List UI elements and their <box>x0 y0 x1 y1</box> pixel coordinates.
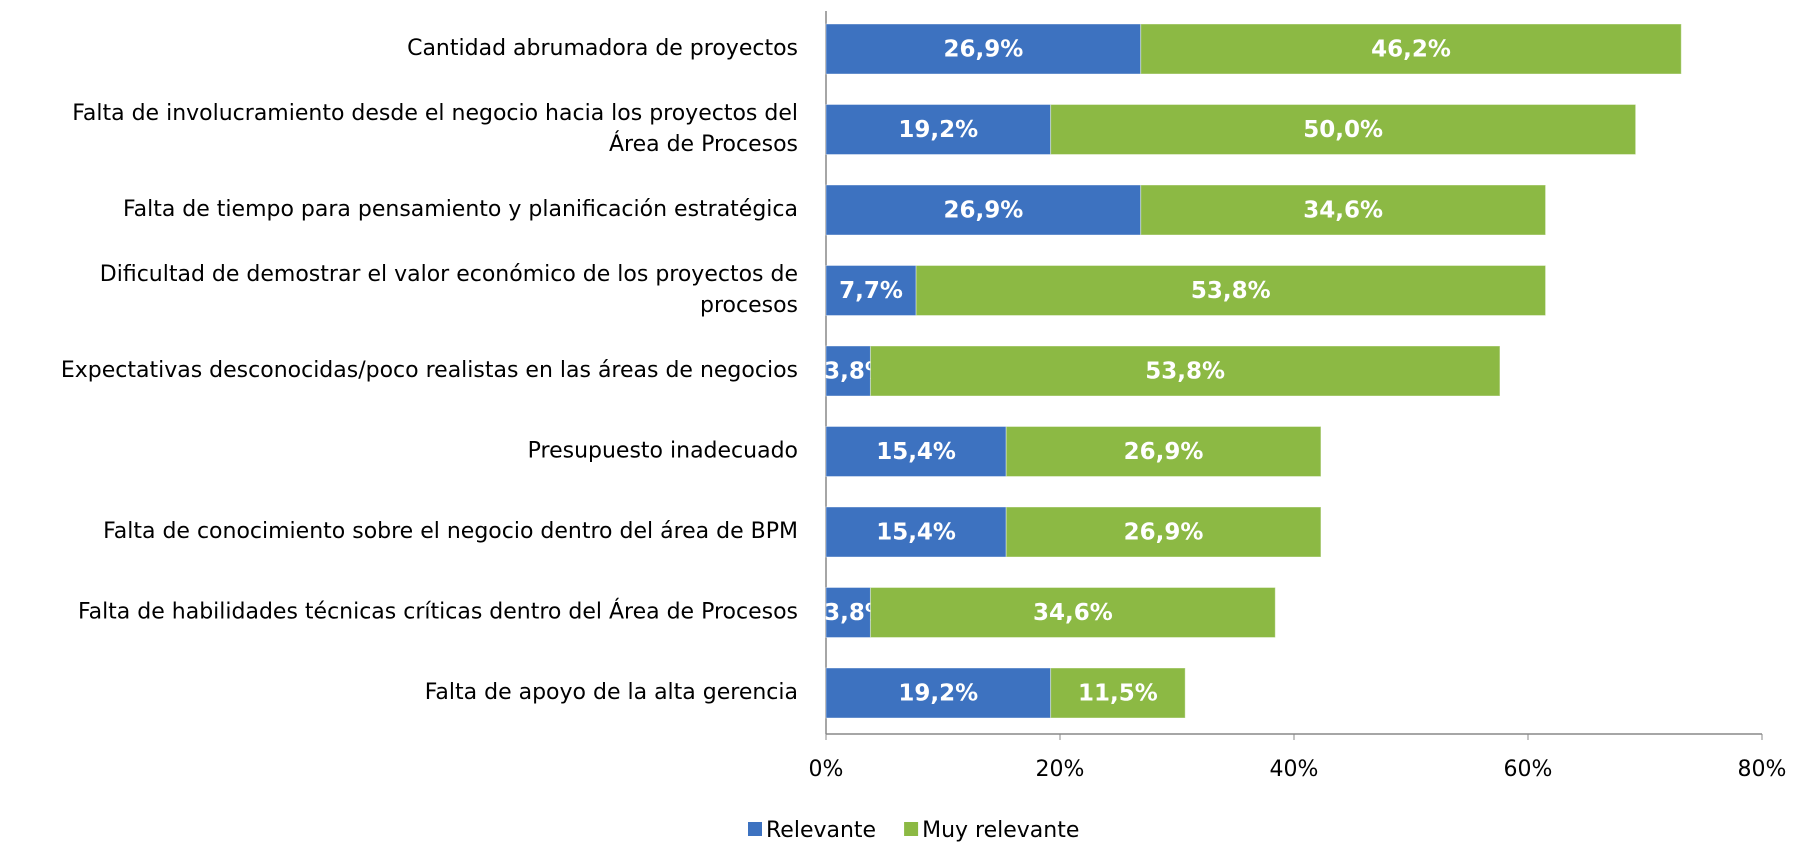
category-label: Falta de conocimiento sobre el negocio d… <box>103 519 798 544</box>
data-label: 26,9% <box>1124 439 1204 465</box>
bar-segment <box>825 184 1142 236</box>
data-label: 26,9% <box>943 198 1023 224</box>
legend-swatch <box>904 822 919 836</box>
bar-segment <box>825 587 871 638</box>
data-label: 50,0% <box>1303 117 1383 143</box>
data-label: 34,6% <box>1303 198 1383 224</box>
data-label: 53,8% <box>1145 359 1225 385</box>
data-label: 34,6% <box>1033 600 1113 626</box>
bar-segment <box>1140 23 1682 75</box>
category-label: Falta de involucramiento desde el negoci… <box>72 101 798 157</box>
data-label: 19,2% <box>898 681 978 707</box>
bar-segment <box>1050 104 1637 155</box>
category-label: Dificultad de demostrar el valor económi… <box>100 262 798 318</box>
x-tick-label: 0% <box>809 757 844 782</box>
bar-segment <box>825 23 1142 75</box>
x-tick-label: 40% <box>1270 757 1319 782</box>
x-tick-label: 60% <box>1504 757 1553 782</box>
bar-segment <box>1140 184 1547 236</box>
bar-segment <box>869 345 1501 397</box>
legend-swatch <box>748 822 762 836</box>
data-label: 11,5% <box>1078 681 1158 707</box>
data-label: 46,2% <box>1371 37 1451 63</box>
legend-label: Muy relevante <box>922 818 1079 843</box>
bar-segment <box>825 667 1052 719</box>
category-label: Presupuesto inadecuado <box>528 439 798 464</box>
legend-label: Relevante <box>766 818 876 843</box>
x-tick-label: 20% <box>1036 757 1085 782</box>
bar-segment <box>825 426 1007 477</box>
data-label: 7,7% <box>839 278 903 304</box>
bar-segment <box>1005 506 1322 558</box>
bar-segment <box>825 104 1052 155</box>
bar-segment <box>1050 667 1186 719</box>
data-label: 15,4% <box>876 439 956 465</box>
bar-segment <box>825 345 871 397</box>
data-label: 19,2% <box>898 117 978 143</box>
category-label: Falta de habilidades técnicas críticas d… <box>78 599 798 625</box>
bar-segment <box>825 506 1007 558</box>
bar-segment <box>915 265 1547 316</box>
bar-segment <box>1005 426 1322 477</box>
bar-segment <box>869 587 1276 638</box>
data-label: 15,4% <box>876 520 956 546</box>
category-label: Expectativas desconocidas/poco realistas… <box>61 358 798 383</box>
category-label: Cantidad abrumadora de proyectos <box>407 36 798 61</box>
category-label: Falta de tiempo para pensamiento y plani… <box>123 197 798 222</box>
category-label: Falta de apoyo de la alta gerencia <box>425 680 798 705</box>
data-label: 26,9% <box>943 37 1023 63</box>
data-label: 53,8% <box>1191 278 1271 304</box>
x-tick-label: 80% <box>1738 757 1787 782</box>
bar-segment <box>825 265 917 316</box>
data-label: 26,9% <box>1124 520 1204 546</box>
